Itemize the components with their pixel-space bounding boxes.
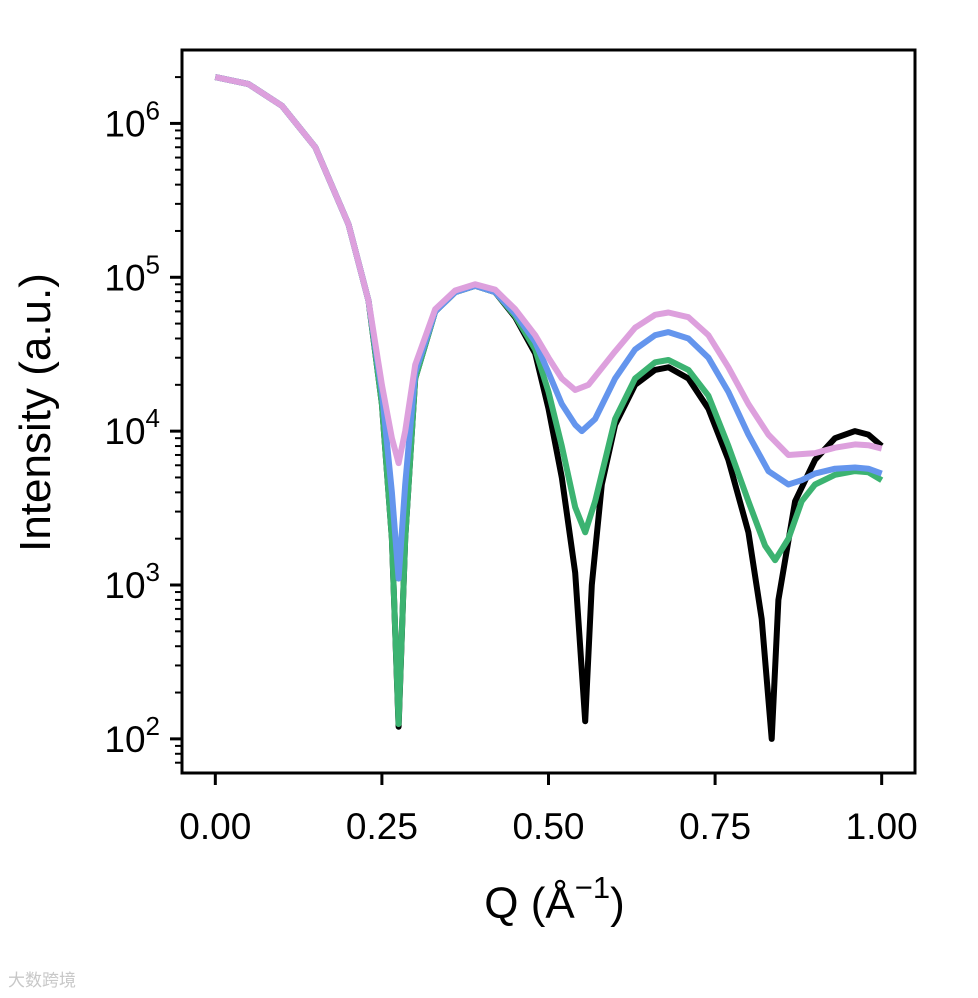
series-line-4 (214, 74, 883, 467)
x-axis-title: Q (Å−1) (484, 870, 624, 928)
x-axis: 0.00 0.25 0.50 0.75 1.00 (179, 773, 918, 847)
y-tick-label: 103 (104, 557, 160, 606)
y-tick-label: 106 (104, 95, 160, 144)
series-line-1 (214, 74, 884, 742)
watermark-text: 大数跨境 (8, 971, 76, 991)
y-axis: 102 103 104 105 106 (104, 76, 182, 764)
x-tick-label: 1.00 (846, 806, 918, 847)
x-tick-label: 0.25 (346, 806, 418, 847)
y-tick-label: 105 (104, 249, 160, 298)
y-tick-label: 102 (104, 711, 160, 760)
series-line-2 (214, 74, 884, 727)
x-tick-label: 0.50 (512, 806, 584, 847)
y-tick-label: 104 (104, 403, 160, 452)
series-layer (214, 74, 884, 742)
x-tick-label: 0.00 (179, 806, 251, 847)
x-tick-label: 0.75 (679, 806, 751, 847)
y-axis-title: Intensity (a.u.) (11, 273, 60, 552)
